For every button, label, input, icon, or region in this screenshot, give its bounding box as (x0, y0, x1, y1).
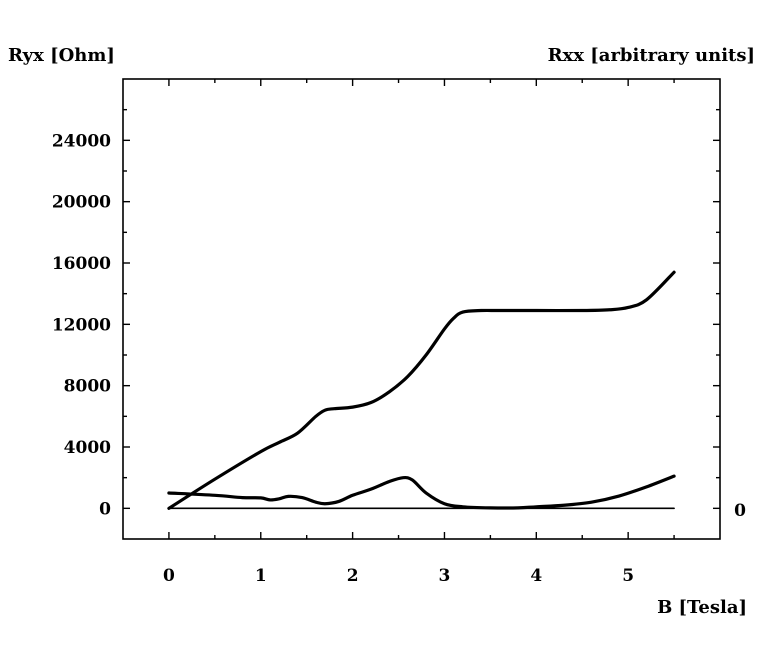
x-tick-label: 4 (530, 566, 542, 586)
series-line-2 (167, 474, 676, 510)
tick-marks (123, 79, 720, 539)
y-axis-left-label: Ryx [Ohm] (8, 45, 115, 66)
y-tick-label: 24000 (52, 131, 111, 151)
x-tick-label: 5 (622, 566, 634, 586)
x-tick-label: 2 (347, 566, 359, 586)
x-tick-label: 1 (255, 566, 267, 586)
x-tick-label: 0 (163, 566, 175, 586)
y-tick-label: 20000 (52, 193, 111, 213)
series-lines (167, 270, 676, 510)
tick-labels: 0 4000 8000 12000 16000 20000 24000 0 1 2 3 4 5 (52, 131, 634, 586)
plot-frame (122, 78, 721, 540)
y-tick-label: 0 (99, 499, 111, 519)
right-axis-zero-label: 0 (734, 501, 746, 521)
y-axis-right-label: Rxx [arbitrary units] (548, 45, 755, 66)
y-tick-label: 4000 (64, 438, 111, 458)
x-tick-label: 3 (439, 566, 451, 586)
y-tick-label: 16000 (52, 254, 111, 274)
y-tick-label: 8000 (64, 377, 111, 397)
y-tick-label: 12000 (52, 315, 111, 335)
series-line-1 (167, 270, 676, 510)
x-axis-label: B [Tesla] (657, 597, 747, 618)
